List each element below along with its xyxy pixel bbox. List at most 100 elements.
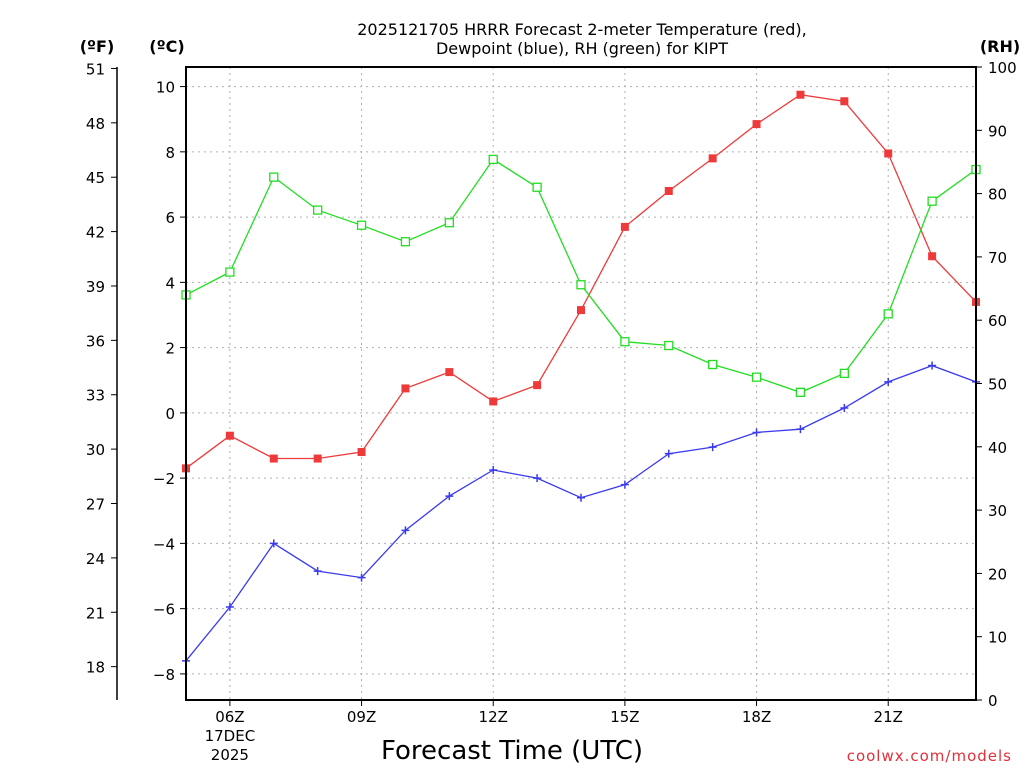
x-tick-label: 06Z [215,708,244,726]
rh-point [356,220,367,230]
dewpoint-point [664,449,673,458]
rh-tick-label: 30 [988,502,1007,520]
rh-tick-label: 0 [988,692,998,710]
celsius-tick-label: −2 [153,470,175,488]
temperature-point [620,222,629,231]
temperature-point [533,381,542,390]
rh-unit-label: (RH) [980,37,1020,56]
series-lines [181,90,981,665]
rh-point [576,280,586,290]
fahrenheit-tick-label: 51 [86,60,105,78]
dewpoint-point [313,567,322,576]
rh-point [620,337,630,347]
rh-tick-label: 60 [988,312,1007,330]
dewpoint-point [445,492,454,501]
rh-tick-label: 50 [988,376,1007,394]
celsius-tick-label: 8 [165,144,175,162]
temperature-point [752,120,761,129]
temperature-point [796,90,805,99]
fahrenheit-unit-label: (ºF) [80,37,115,56]
dewpoint-line [185,364,977,662]
temperature-point [357,448,366,457]
temperature-point [489,397,498,406]
fahrenheit-tick-label: 18 [86,659,105,677]
rh-point [400,237,411,247]
celsius-tick-label: 10 [156,79,175,97]
rh-tick-label: 80 [988,186,1007,204]
rh-tick-label: 100 [988,59,1017,77]
x-axis-title: Forecast Time (UTC) [381,736,643,766]
dewpoint-point [577,493,585,502]
temperature-point [708,154,717,163]
fahrenheit-tick-label: 48 [86,115,105,133]
dewpoint-point [533,474,542,483]
fahrenheit-tick-label: 33 [86,387,105,405]
fahrenheit-tick-label: 27 [86,496,105,514]
dewpoint-point [401,526,410,535]
rh-line [185,158,977,394]
celsius-tick-label: 2 [165,340,175,358]
x-tick-label: 09Z [347,708,376,726]
temperature-point [577,306,585,315]
temperature-point [664,186,673,195]
fahrenheit-tick-label: 30 [86,441,105,459]
celsius-tick-label: 0 [165,405,175,423]
plot-frame [185,66,977,701]
source-credit: coolwx.com/models [847,747,1012,765]
rh-point [839,368,849,379]
temperature-point [445,368,454,377]
celsius-unit-label: (ºC) [149,37,184,56]
rh-point [708,359,718,370]
temperature-point [840,97,849,106]
dewpoint-point [225,603,234,612]
fahrenheit-tick-label: 21 [86,604,105,622]
rh-tick-label: 70 [988,249,1007,267]
fahrenheit-tick-label: 45 [86,169,105,187]
right-axis: 0 10 20 30 40 50 60 70 80 90 100 [976,59,1017,710]
dewpoint-point [752,428,761,437]
fahrenheit-tick-label: 24 [86,550,105,568]
x-date-label: 2025 [211,746,249,764]
celsius-tick-label: 4 [165,274,175,292]
x-tick-label: 21Z [874,708,903,726]
rh-point [444,218,454,228]
x-tick-label: 12Z [479,708,508,726]
temperature-point [269,454,278,463]
dewpoint-point [357,573,366,582]
dewpoint-point [796,425,805,434]
celsius-tick-label: −4 [153,535,175,553]
rh-tick-label: 20 [988,565,1007,583]
celsius-tick-label: −6 [153,601,175,619]
rh-point [883,309,893,319]
dewpoint-point [928,361,937,370]
temperature-point [225,431,234,440]
rh-point [532,182,542,192]
fahrenheit-tick-label: 36 [86,332,105,350]
rh-tick-label: 40 [988,439,1007,457]
rh-point [488,154,498,165]
dewpoint-point [269,539,278,548]
x-tick-label: 15Z [610,708,639,726]
celsius-tick-label: −8 [153,666,175,684]
rh-tick-label: 10 [988,629,1007,647]
rh-point [313,205,323,215]
chart-title-line-1: 2025121705 HRRR Forecast 2-meter Tempera… [357,20,807,39]
x-tick-label: 18Z [742,708,771,726]
x-date-label: 17DEC [205,727,256,745]
rh-tick-label: 90 [988,122,1007,140]
dewpoint-point [620,480,629,489]
grid-lines [186,67,976,700]
dewpoint-point [708,443,717,452]
temperature-point [313,454,322,463]
chart-title-line-2: Dewpoint (blue), RH (green) for KIPT [436,39,728,58]
rh-point [927,196,937,206]
dewpoint-point [884,377,893,386]
temperature-point [401,384,410,393]
temperature-point [928,252,937,261]
rh-point [269,172,279,182]
dewpoint-point [489,465,498,474]
dewpoint-point [840,403,849,412]
